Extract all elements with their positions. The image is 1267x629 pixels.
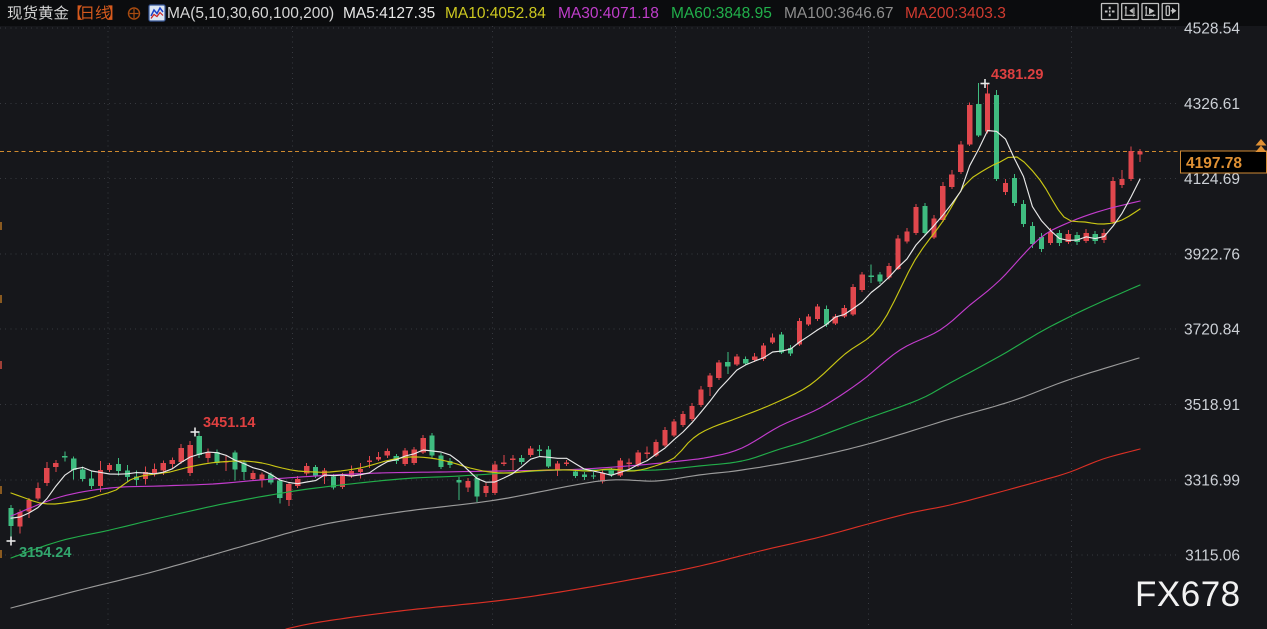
svg-text:4381.29: 4381.29 [991, 67, 1043, 83]
svg-text:MA(5,10,30,60,100,200): MA(5,10,30,60,100,200) [167, 5, 334, 22]
svg-text:4326.61: 4326.61 [1184, 96, 1240, 113]
svg-text:FX678: FX678 [1135, 575, 1241, 614]
svg-text:3115.06: 3115.06 [1185, 548, 1240, 565]
svg-text:4124.69: 4124.69 [1184, 171, 1240, 188]
svg-text:3451.14: 3451.14 [203, 415, 255, 431]
svg-text:3720.84: 3720.84 [1184, 322, 1240, 339]
svg-text:3922.76: 3922.76 [1184, 246, 1240, 263]
svg-text:MA5:4127.35: MA5:4127.35 [343, 5, 435, 22]
svg-text:3518.91: 3518.91 [1184, 397, 1240, 414]
svg-text:MA30:4071.18: MA30:4071.18 [558, 5, 659, 22]
svg-text:3316.99: 3316.99 [1184, 472, 1240, 489]
svg-text:3154.24: 3154.24 [19, 545, 71, 561]
svg-text:4197.78: 4197.78 [1186, 155, 1242, 172]
svg-text:MA60:3848.95: MA60:3848.95 [671, 5, 772, 22]
svg-text:MA10:4052.84: MA10:4052.84 [445, 5, 546, 22]
svg-text:4528.54: 4528.54 [1184, 21, 1240, 38]
svg-text:MA100:3646.67: MA100:3646.67 [784, 5, 893, 22]
svg-text:MA200:3403.3: MA200:3403.3 [905, 5, 1006, 22]
